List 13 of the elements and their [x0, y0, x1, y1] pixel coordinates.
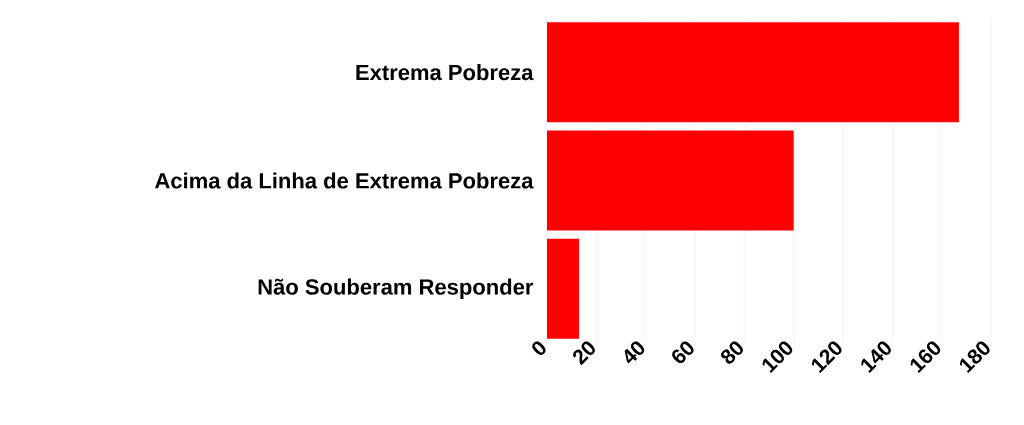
x-tick-label: 60 — [672, 341, 694, 364]
x-tick-label: 20 — [573, 341, 595, 366]
x-tick-label: 160 — [910, 341, 941, 374]
x-tick-label: 100 — [762, 341, 793, 374]
x-tick-label: 80 — [720, 341, 743, 364]
x-tick-label: 180 — [959, 341, 990, 374]
x-tick-label: 140 — [861, 341, 891, 374]
y-tick-label: Extrema Pobreza — [356, 64, 534, 81]
x-tick-label: 120 — [811, 341, 842, 374]
x-tick-label: 0 — [532, 341, 546, 355]
y-tick-label: Não Souberam Responder — [258, 278, 534, 300]
x-tick-label: 40 — [624, 341, 645, 364]
y-tick-label: Acima da Linha de Extrema Pobreza — [155, 172, 534, 189]
